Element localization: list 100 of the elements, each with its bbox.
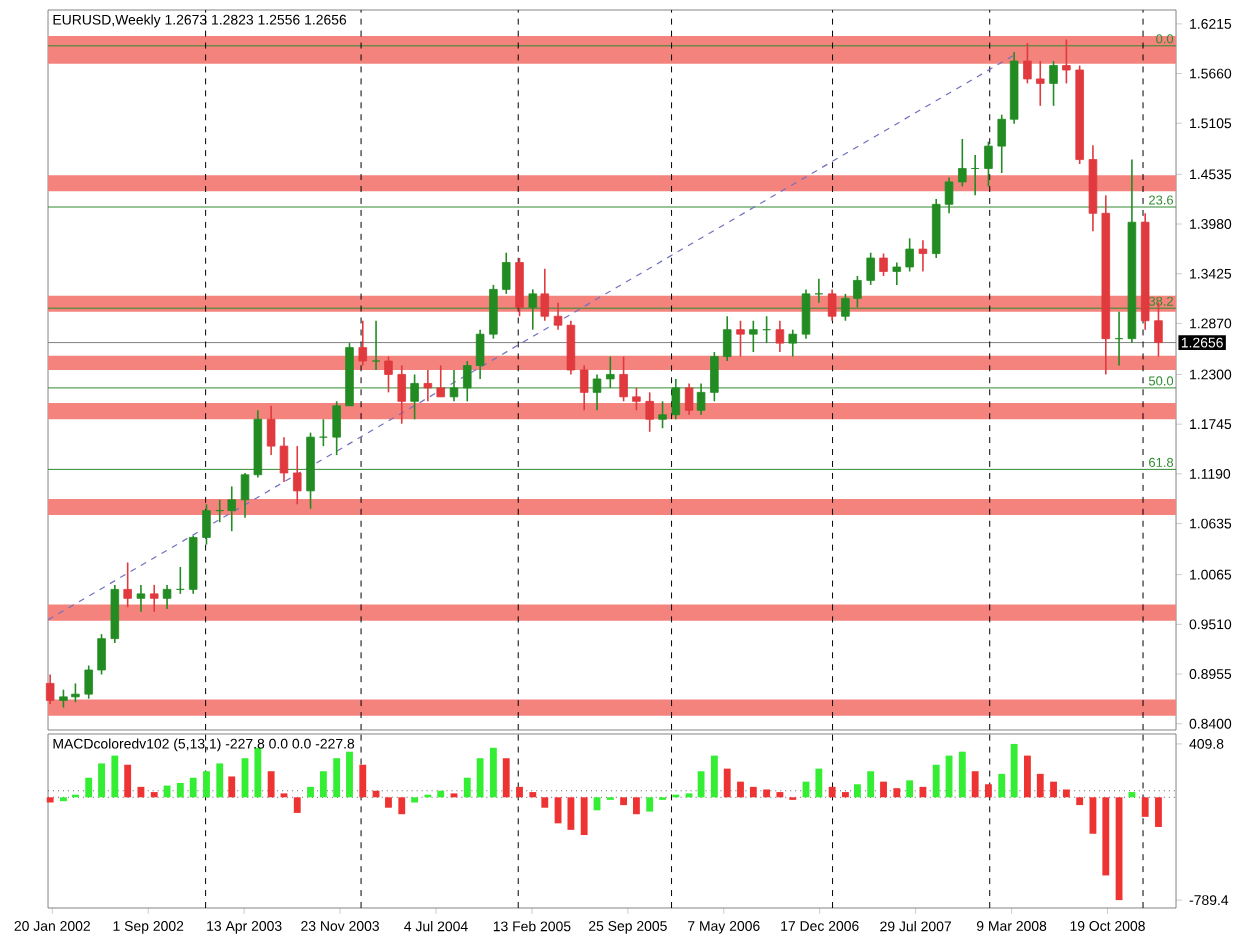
candlestick: [788, 328, 797, 358]
candlestick: [1049, 60, 1058, 107]
candlestick: [1062, 38, 1071, 85]
bar: [906, 780, 914, 798]
bar: [203, 771, 210, 798]
candlestick: [202, 503, 211, 546]
bar: [411, 797, 419, 803]
bar: [176, 782, 184, 798]
candlestick: [293, 445, 302, 506]
bar: [880, 781, 887, 798]
bar: [476, 758, 484, 798]
candlestick: [619, 355, 628, 403]
bar: [932, 764, 940, 798]
bar: [620, 797, 628, 806]
bar: [815, 768, 823, 798]
bar: [853, 784, 861, 798]
candlestick: [775, 319, 785, 353]
bar: [398, 797, 406, 815]
bar: [998, 773, 1006, 798]
bar: [293, 797, 301, 813]
bar: [697, 771, 705, 798]
candlestick: [149, 584, 159, 613]
candlestick: [984, 140, 993, 188]
bar: [763, 789, 771, 798]
bar: [529, 792, 537, 798]
candlestick: [162, 584, 172, 610]
candlestick: [97, 633, 106, 676]
candlestick: [501, 251, 511, 295]
bar: [489, 747, 497, 798]
bar: [319, 771, 327, 798]
bar: [828, 786, 836, 798]
bar: [919, 786, 927, 798]
bar: [867, 771, 875, 798]
candlestick: [1154, 302, 1163, 358]
bar: [841, 792, 849, 798]
candlestick: [540, 267, 550, 322]
bar: [958, 751, 966, 798]
bar: [737, 781, 744, 798]
candlestick: [632, 387, 641, 412]
bar: [541, 797, 549, 808]
bar: [1010, 743, 1018, 798]
candlestick: [658, 400, 667, 429]
candlestick: [436, 364, 445, 398]
candlestick: [332, 400, 341, 456]
bar: [307, 786, 314, 798]
bar: [580, 797, 588, 836]
bar: [1155, 797, 1162, 827]
bar: [124, 764, 132, 798]
bar: [516, 786, 523, 798]
candlestick: [866, 251, 875, 286]
bar: [633, 797, 640, 815]
candlestick: [722, 315, 732, 362]
bar: [1128, 792, 1136, 798]
bar: [502, 758, 510, 798]
candlestick: [371, 319, 381, 371]
candlestick: [736, 319, 745, 358]
bar: [385, 797, 392, 808]
candlestick: [1023, 42, 1032, 85]
bar: [1102, 797, 1110, 876]
candlestick: [358, 319, 368, 367]
bar: [1023, 755, 1031, 798]
bar: [463, 777, 471, 798]
bar: [254, 747, 262, 798]
candlestick: [958, 138, 967, 188]
candlestick: [84, 664, 93, 700]
bar: [1076, 797, 1084, 806]
candlestick: [475, 328, 485, 380]
bar: [749, 786, 757, 798]
bar: [216, 763, 224, 798]
bar: [971, 771, 979, 798]
candlestick: [136, 584, 146, 613]
candlestick: [515, 257, 524, 318]
bar: [437, 790, 445, 798]
candlestick: [879, 252, 888, 277]
candlestick: [827, 288, 837, 322]
bar: [646, 797, 654, 812]
bar: [1062, 789, 1070, 798]
candlestick: [384, 355, 393, 394]
candlestick: [1036, 60, 1045, 107]
bar: [98, 763, 105, 798]
bar: [150, 792, 158, 798]
candlestick: [397, 364, 407, 425]
candlestick: [123, 561, 132, 609]
candlestick: [997, 113, 1006, 174]
candlestick: [423, 369, 433, 403]
candlestick: [749, 319, 758, 353]
bar: [567, 797, 575, 830]
bar: [1036, 773, 1044, 798]
candlestick: [645, 391, 654, 433]
bar: [893, 788, 901, 798]
candlestick: [684, 382, 694, 416]
bar: [710, 755, 718, 798]
bar: [723, 768, 731, 798]
bar: [346, 751, 353, 798]
candlestick: [45, 673, 55, 705]
bar: [228, 776, 236, 798]
candlestick: [892, 261, 902, 286]
bar: [267, 771, 275, 798]
candlestick: [814, 277, 824, 304]
bar: [1141, 797, 1149, 817]
